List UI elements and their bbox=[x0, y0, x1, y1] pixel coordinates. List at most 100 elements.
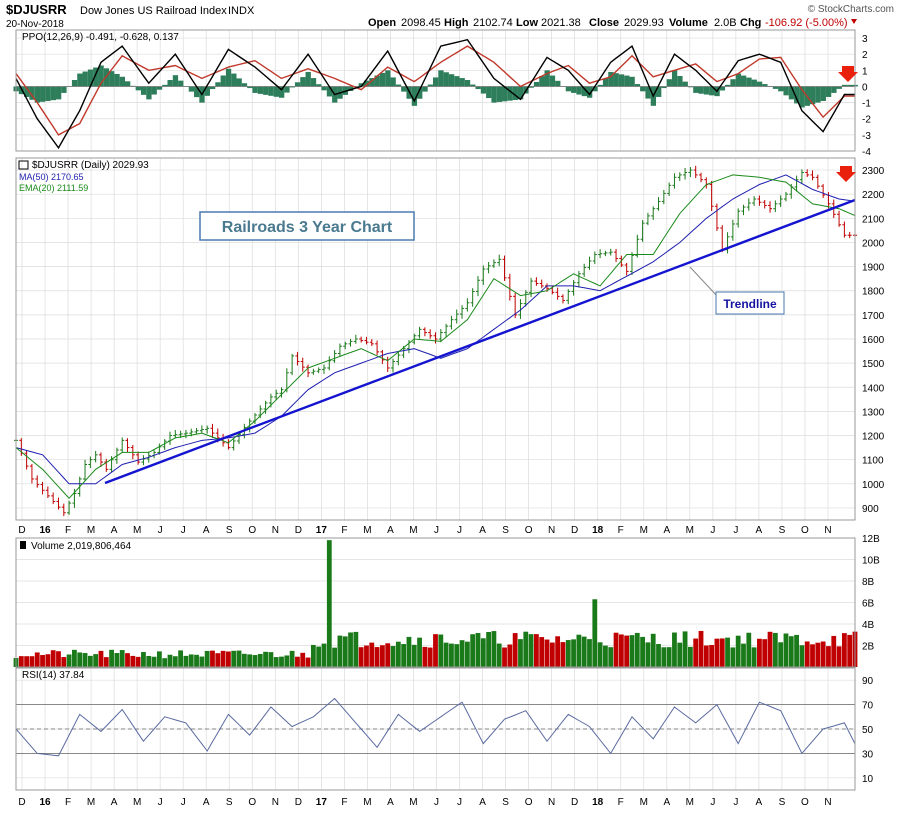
ppo-histogram-bar bbox=[289, 86, 295, 88]
ppo-histogram-bar bbox=[810, 86, 816, 105]
volume-axis-tick-label: 8B bbox=[862, 577, 875, 588]
ppo-histogram-bar bbox=[581, 86, 587, 97]
volume-bar bbox=[799, 645, 805, 667]
ppo-histogram-bar bbox=[374, 75, 380, 87]
volume-bar bbox=[289, 650, 295, 667]
ppo-histogram-bar bbox=[252, 86, 258, 93]
volume-bar bbox=[454, 644, 460, 667]
volume-bar bbox=[167, 654, 173, 667]
ppo-histogram-bar bbox=[178, 80, 184, 87]
ppo-histogram-bar bbox=[709, 86, 715, 96]
volume-bar bbox=[310, 644, 316, 667]
volume-axis-tick-label: 6B bbox=[862, 599, 875, 610]
volume-bar bbox=[549, 642, 555, 667]
date-tick-label: D bbox=[295, 525, 302, 536]
ppo-histogram-bar bbox=[539, 76, 545, 87]
volume-bar bbox=[385, 643, 391, 667]
rsi-axis-tick-label: 90 bbox=[862, 676, 874, 687]
ppo-histogram-bar bbox=[156, 86, 163, 90]
ppo-histogram-bar bbox=[61, 86, 67, 93]
ppo-histogram-bar bbox=[71, 80, 78, 87]
ppo-signal-line bbox=[15, 45, 855, 136]
volume-bar bbox=[45, 654, 51, 667]
rsi-legend: RSI(14) 37.84 bbox=[22, 670, 85, 681]
trendline bbox=[104, 198, 856, 485]
high-value: 2102.74 bbox=[473, 17, 513, 29]
price-axis-tick-label: 900 bbox=[862, 504, 879, 515]
volume-bar bbox=[634, 632, 640, 667]
volume-bar bbox=[279, 656, 284, 667]
volume-bar bbox=[725, 637, 730, 667]
date-tick-label: J bbox=[158, 797, 163, 808]
date-tick-label: N bbox=[272, 525, 279, 536]
date-tick-label: J bbox=[457, 525, 462, 536]
ppo-histogram-bar bbox=[167, 80, 173, 87]
ppo-histogram-bar bbox=[284, 86, 290, 93]
volume-bar bbox=[210, 650, 215, 667]
volume-bar bbox=[826, 646, 831, 667]
date-tick-label: A bbox=[111, 525, 118, 536]
date-tick-label: F bbox=[618, 525, 624, 536]
ppo-histogram-bar bbox=[417, 86, 423, 99]
volume-bar bbox=[523, 631, 529, 667]
volume-bar bbox=[603, 645, 608, 667]
index-name: Dow Jones US Railroad Index bbox=[80, 5, 227, 17]
volume-bar bbox=[257, 654, 263, 667]
date-tick-label: J bbox=[710, 797, 715, 808]
ppo-histogram-bar bbox=[268, 86, 274, 96]
date-tick-label: M bbox=[409, 525, 417, 536]
chg-value: -106.92 (-5.00%) bbox=[765, 17, 848, 29]
volume-bar bbox=[247, 654, 253, 667]
ppo-histogram-bar bbox=[602, 78, 609, 87]
ppo-histogram-bar bbox=[77, 73, 83, 87]
date-tick-label: M bbox=[133, 525, 141, 536]
ppo-histogram-bar bbox=[517, 86, 524, 100]
volume-bar bbox=[34, 652, 40, 667]
ppo-histogram-bar bbox=[146, 86, 152, 100]
ppo-histogram-bar bbox=[677, 75, 683, 87]
ppo-histogram-bar bbox=[831, 86, 837, 93]
close-value: 2029.93 bbox=[624, 17, 664, 29]
ppo-histogram-bar bbox=[231, 73, 237, 87]
volume-bar bbox=[788, 636, 794, 667]
ppo-histogram-bar bbox=[390, 77, 396, 87]
ppo-histogram-bar bbox=[656, 86, 662, 97]
ppo-histogram-bar bbox=[411, 86, 418, 106]
date-tick-label: S bbox=[779, 797, 786, 808]
ppo-histogram-bar bbox=[172, 75, 179, 87]
volume-bar bbox=[204, 650, 210, 667]
date-tick-label: 16 bbox=[39, 525, 51, 536]
date-tick-label: J bbox=[710, 525, 715, 536]
volume-value: 2.0B bbox=[714, 17, 737, 29]
price-panel-frame bbox=[15, 157, 856, 521]
volume-bar bbox=[438, 634, 444, 667]
date-tick-label: J bbox=[158, 525, 163, 536]
volume-bar bbox=[518, 639, 523, 667]
date-tick-label: M bbox=[363, 797, 371, 808]
ppo-histogram-bar bbox=[55, 86, 62, 100]
date-tick-label: A bbox=[479, 797, 486, 808]
volume-bar bbox=[220, 650, 226, 667]
volume-axis-tick-label: 10B bbox=[862, 556, 880, 567]
ppo-histogram-bar bbox=[687, 86, 694, 88]
ppo-histogram-bar bbox=[470, 84, 476, 87]
trendline-box bbox=[715, 291, 785, 315]
ppo-legend: PPO(12,26,9) -0.491, -0.628, 0.137 bbox=[22, 32, 179, 43]
ppo-histogram-bar bbox=[597, 84, 603, 87]
ppo-histogram-bar bbox=[624, 75, 630, 87]
volume-bar bbox=[464, 641, 470, 667]
ppo-histogram-bar bbox=[820, 86, 826, 101]
volume-bar bbox=[539, 637, 545, 667]
exchange-label: INDX bbox=[228, 5, 255, 17]
date-tick-label: F bbox=[341, 525, 347, 536]
volume-bar bbox=[587, 639, 592, 667]
ppo-histogram-bar bbox=[634, 84, 641, 87]
volume-legend: Volume 2,019,806,464 bbox=[31, 541, 132, 552]
volume-bar bbox=[321, 643, 327, 667]
ppo-histogram-bar bbox=[618, 74, 625, 87]
volume-bar bbox=[114, 653, 120, 667]
volume-bar bbox=[687, 646, 693, 667]
volume-bar bbox=[236, 650, 242, 667]
date-tick-label: J bbox=[733, 525, 738, 536]
volume-bar bbox=[820, 641, 826, 667]
